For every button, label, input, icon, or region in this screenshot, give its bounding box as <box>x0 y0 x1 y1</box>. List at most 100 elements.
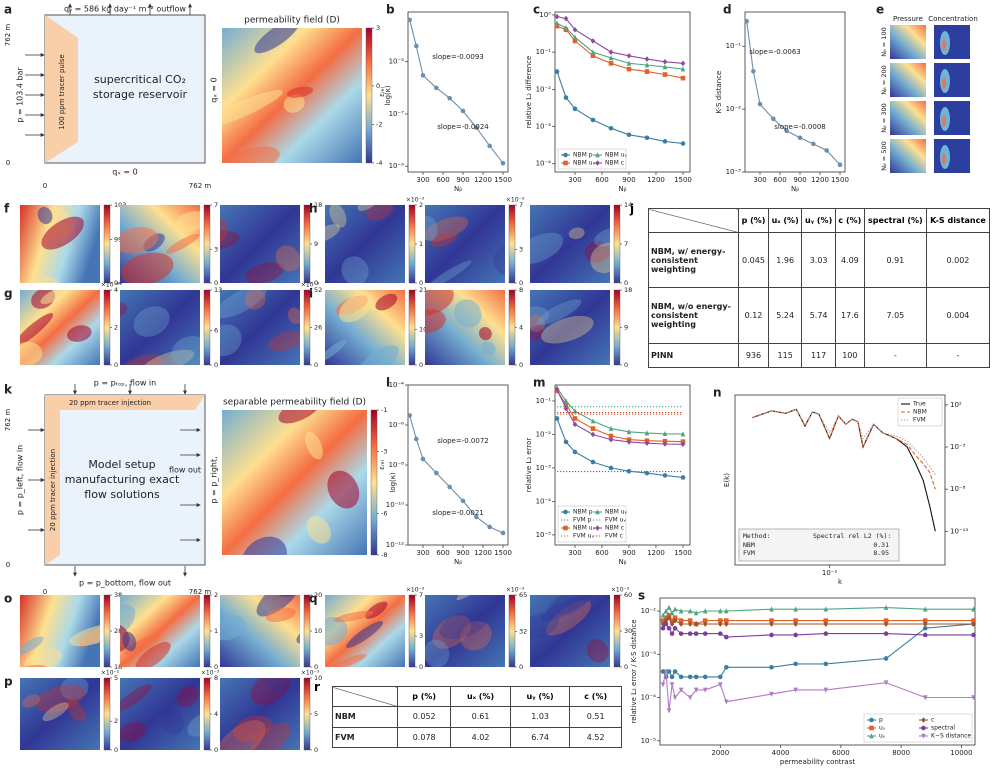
heatmap-image <box>220 205 300 283</box>
annotation: slope=-0.0021 <box>432 509 484 517</box>
panel-letter: p <box>4 675 13 689</box>
x-axis-label: Nᵦ <box>454 185 462 193</box>
marker <box>669 621 675 627</box>
marker <box>672 606 678 612</box>
right-bc: qₓ = 0 <box>210 77 219 103</box>
marker <box>669 618 675 623</box>
method-cell: FVM <box>743 549 755 557</box>
marker <box>702 618 708 623</box>
row-header: NBM, w/ energy-consistent weighting <box>648 232 739 289</box>
heatmap-bg <box>220 290 300 365</box>
marker <box>572 421 578 428</box>
colorbar-tick-label: 2 <box>214 591 218 599</box>
marker <box>660 618 666 623</box>
heatmap-image <box>20 290 100 365</box>
marker <box>420 73 426 78</box>
heatmap-blob <box>426 260 472 283</box>
marker <box>663 621 669 627</box>
colorbar-tick-label: 4 <box>519 324 523 332</box>
heatmap-blob <box>425 215 438 241</box>
header-cell: uₓ (%) <box>450 685 511 708</box>
heatmap-bg <box>120 290 200 365</box>
y-tick-label: 10⁻⁷ <box>389 110 405 118</box>
marker <box>662 473 668 478</box>
colorbar <box>203 204 211 284</box>
colorbar-tick-label: 2 <box>114 324 118 332</box>
marker <box>811 141 816 147</box>
plume <box>942 39 946 51</box>
marker <box>407 17 412 23</box>
legend-label: NBM uᵧ <box>605 152 627 159</box>
marker <box>662 59 668 65</box>
marker <box>626 132 632 138</box>
colorbar-tick-label: 5 <box>314 710 318 718</box>
colorbar <box>103 594 111 668</box>
heatmap-blob <box>175 211 200 232</box>
heatmap-blob <box>536 299 582 325</box>
header-row: p (%) uₓ (%) uᵧ (%) c (%) <box>332 685 622 708</box>
marker <box>922 606 928 612</box>
table-cell: 115 <box>767 342 803 369</box>
heatmap-blob <box>325 340 347 362</box>
colorbar-tick-label: 5 <box>114 674 118 682</box>
domain-box <box>44 394 206 566</box>
heatmap-blob <box>69 624 100 647</box>
marker <box>572 38 578 44</box>
marker <box>590 418 596 424</box>
heatmap-blob <box>275 245 300 272</box>
marker <box>751 68 756 74</box>
legend-label: NBM uₓ <box>573 525 595 532</box>
marker <box>869 733 874 739</box>
marker <box>724 608 729 614</box>
marker <box>921 733 926 739</box>
heatmap-bg <box>220 678 300 750</box>
heatmap-blob <box>142 349 195 365</box>
y-tick-label: 10⁻⁴ <box>536 160 552 168</box>
colorbar-tick-label: 9 <box>314 240 318 248</box>
panel-letter: c <box>533 3 540 17</box>
x-tick-label: 600 <box>436 176 449 184</box>
marker <box>572 449 578 455</box>
x-tick-label: 900 <box>793 176 806 184</box>
colorbar-tick-label: 0 <box>214 663 218 671</box>
marker <box>666 708 672 714</box>
marker <box>883 680 889 686</box>
colorbar-tick-label: 52 <box>314 286 322 294</box>
marker <box>793 632 798 638</box>
heatmap-blob <box>541 595 590 621</box>
marker <box>554 20 560 26</box>
marker <box>824 148 829 153</box>
marker <box>869 717 874 723</box>
panel-letter: l <box>386 376 390 390</box>
heatmap-blob <box>67 325 92 342</box>
tracer-zone <box>45 15 78 163</box>
marker <box>474 514 479 520</box>
marker <box>793 618 798 623</box>
marker <box>724 634 729 640</box>
colorbar-tick-label: 26 <box>314 324 322 332</box>
colorbar-tick-label: 0 <box>519 361 523 369</box>
concentration-image <box>934 25 970 59</box>
column-label: Concentration <box>928 15 978 23</box>
marker <box>572 106 578 112</box>
y-tick-label: 10⁻⁹ <box>389 162 405 170</box>
y-axis-label: K-S distance <box>715 71 723 114</box>
marker <box>678 618 684 623</box>
marker <box>687 621 693 627</box>
method-cell: 0.31 <box>873 541 889 549</box>
marker <box>680 60 686 67</box>
heatmap-blob <box>584 240 610 263</box>
panel-letter: d <box>723 3 732 17</box>
left-bc: p = p_left, flow in <box>16 445 25 515</box>
injection-label: 20 ppm tracer injection <box>49 449 57 531</box>
heatmap-image <box>425 205 505 283</box>
y-tick-label: 10⁻³ <box>641 650 657 658</box>
header-cell: c (%) <box>569 685 622 708</box>
colorbar-label: log(κ) <box>389 472 397 493</box>
legend-label: NBM p <box>573 509 593 516</box>
heatmap-blob <box>20 313 54 347</box>
y-axis-label: relative L₂ difference <box>525 56 533 129</box>
heatmap-blob <box>493 245 505 276</box>
heatmap-blob <box>341 256 369 283</box>
heatmap-blob <box>41 216 84 250</box>
